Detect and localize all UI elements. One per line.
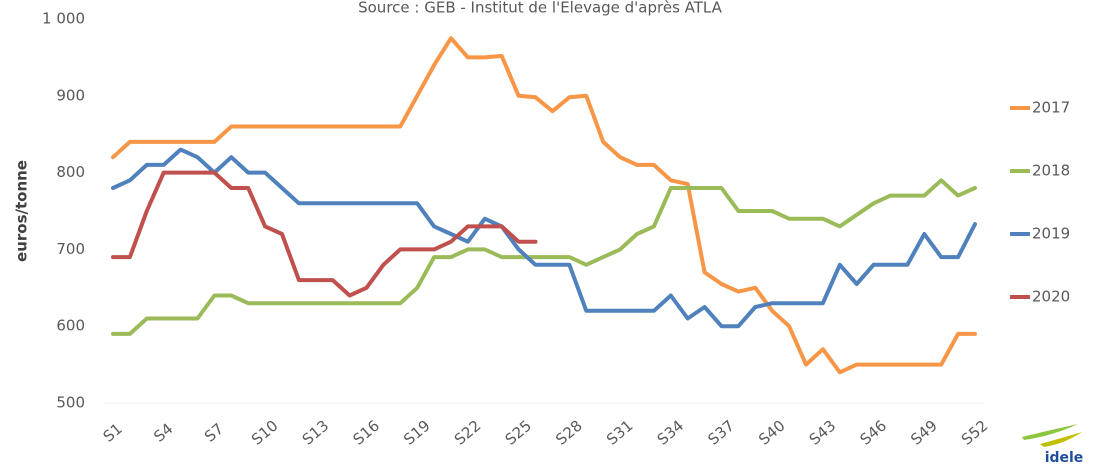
legend-label: 2020 bbox=[1032, 288, 1070, 306]
chart-subtitle: Source : GEB - Institut de l'Elevage d'a… bbox=[358, 0, 723, 17]
y-tick-label: 1 000 bbox=[42, 10, 85, 28]
x-tick-label: S31 bbox=[603, 417, 636, 449]
line-series bbox=[111, 178, 977, 336]
logo-swoosh bbox=[1022, 424, 1078, 440]
x-tick-label: S13 bbox=[299, 417, 332, 449]
x-tick-label: S4 bbox=[150, 420, 176, 446]
x-tick-label: S10 bbox=[248, 417, 281, 449]
y-tick-label: 800 bbox=[56, 163, 85, 181]
line-series bbox=[111, 170, 538, 298]
line-series bbox=[111, 36, 977, 375]
y-tick-label: 700 bbox=[56, 240, 85, 258]
x-tick-label: S22 bbox=[451, 417, 484, 449]
x-tick-label: S52 bbox=[958, 417, 991, 449]
line-series bbox=[111, 147, 977, 329]
x-tick-label: S19 bbox=[400, 417, 433, 449]
y-axis-label: euros/tonne bbox=[13, 160, 31, 262]
legend-label: 2018 bbox=[1032, 162, 1070, 180]
x-tick-label: S37 bbox=[704, 417, 737, 449]
y-tick-label: 600 bbox=[56, 317, 85, 335]
logo-swoosh bbox=[1040, 432, 1082, 447]
x-tick-label: S43 bbox=[806, 417, 839, 449]
x-tick-label: S49 bbox=[907, 417, 940, 449]
x-tick-label: S1 bbox=[100, 420, 126, 446]
x-tick-label: S25 bbox=[502, 417, 535, 449]
x-tick-label: S34 bbox=[654, 417, 687, 449]
y-tick-label: 500 bbox=[56, 394, 85, 412]
x-tick-label: S7 bbox=[201, 420, 227, 446]
y-tick-label: 900 bbox=[56, 86, 85, 104]
legend-label: 2017 bbox=[1032, 99, 1070, 117]
x-tick-label: S28 bbox=[552, 417, 585, 449]
x-tick-label: S46 bbox=[857, 417, 890, 449]
x-tick-label: S40 bbox=[755, 417, 788, 449]
logo-text: idele bbox=[1045, 450, 1084, 466]
legend-label: 2019 bbox=[1032, 225, 1070, 243]
logo: idele bbox=[1022, 424, 1083, 466]
x-tick-label: S16 bbox=[349, 417, 382, 449]
